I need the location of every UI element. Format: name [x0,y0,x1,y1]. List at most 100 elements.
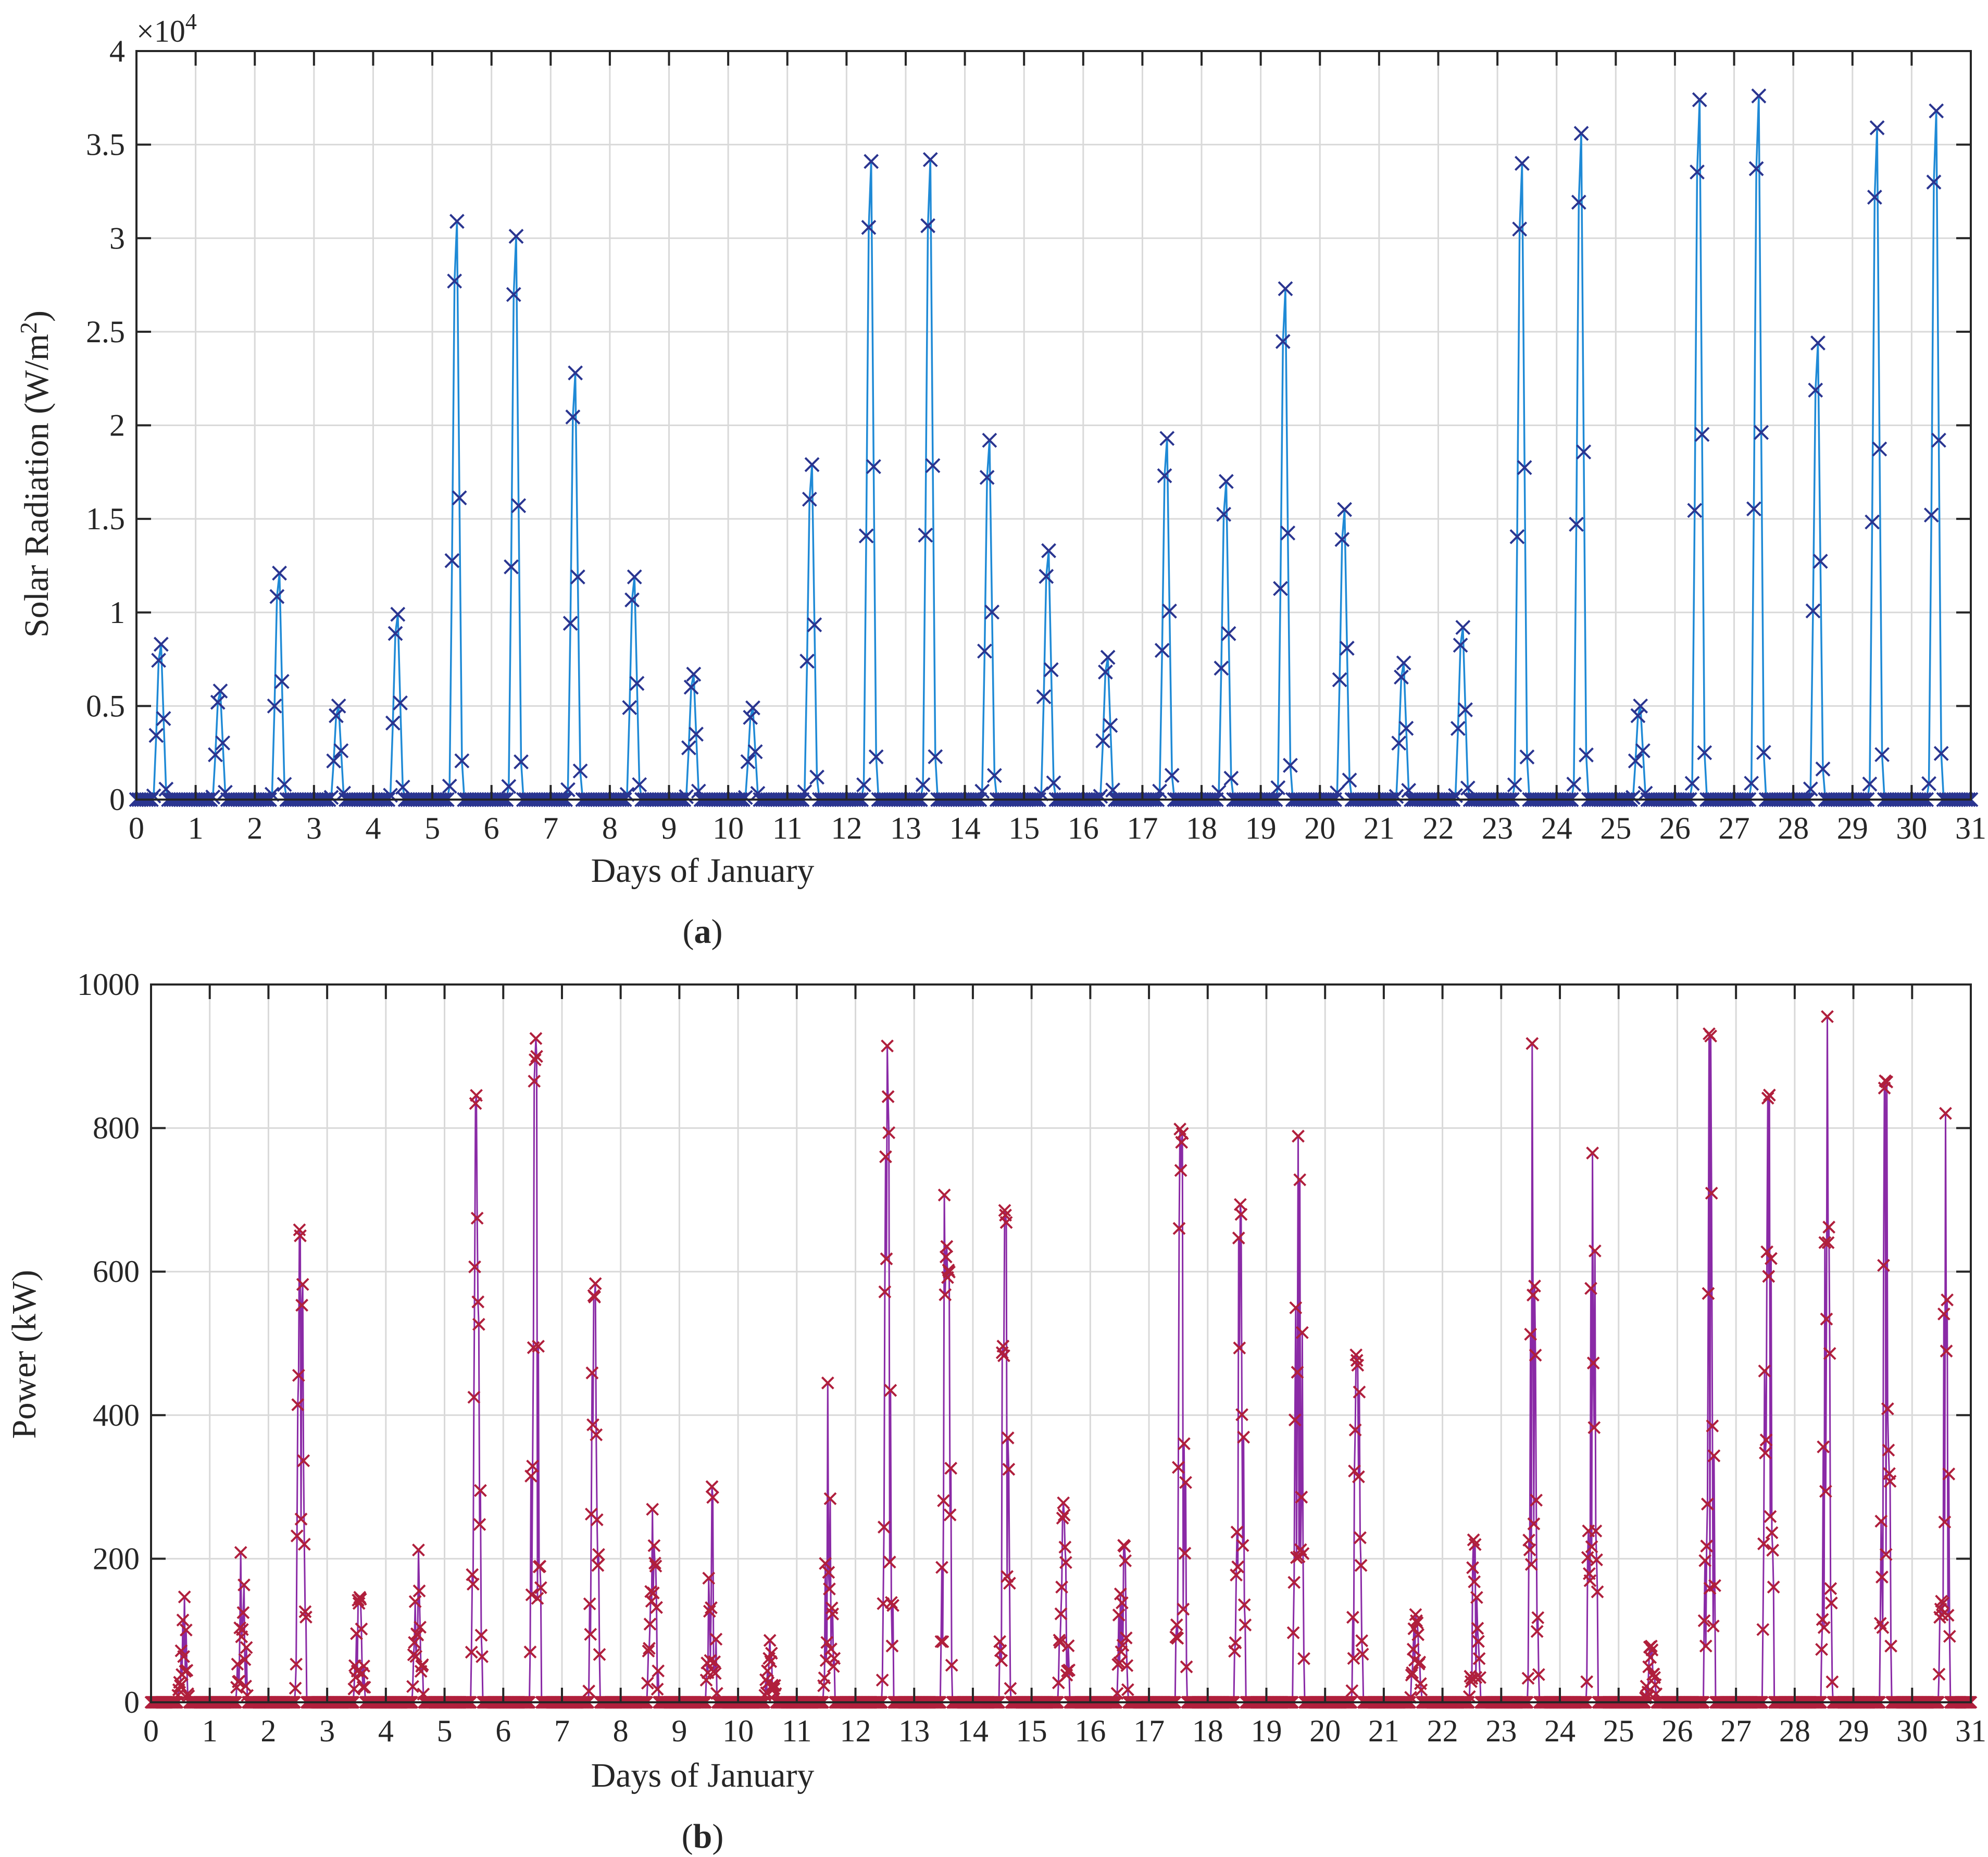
panel-a-data-point [506,286,521,302]
panel-a-data-point [1566,776,1582,792]
panel-a-data-point [1043,662,1059,678]
panel-b-data-point [231,1657,244,1671]
panel-a-data-point [918,527,933,543]
panel-b-x-tick-label: 3 [319,1714,335,1748]
panel-a-data-point [210,694,226,710]
panel-a-x-tick-label: 9 [661,811,677,845]
panel-a-y-tick-label: 2.5 [86,315,125,349]
panel-a-data-point [1746,501,1761,517]
panel-a-data-point [979,470,995,485]
panel-b-data-point [356,1680,370,1694]
panel-a-data-point [1812,554,1828,569]
panel-b-data-point [936,1635,949,1649]
panel-a-data-point [745,700,760,716]
panel-a-data-point [331,698,346,714]
panel-b-data-point [646,1586,660,1600]
panel-a-x-tick-label: 0 [129,811,144,845]
panel-b-data-point [939,1250,953,1264]
panel-b-data-point [886,1599,899,1612]
panel-a-data-point [454,753,470,769]
panel-a-data-point [804,457,820,472]
panel-b-data-point [705,1480,719,1493]
panel-b-data-point [297,1538,311,1551]
panel-b-data-point [708,1655,721,1668]
panel-a-data-point [982,432,997,448]
panel-b-x-tick-label: 23 [1485,1714,1517,1748]
panel-a-data-point [1862,776,1878,792]
panel-b-data-point [642,1644,655,1658]
panel-a-data-point [1332,672,1347,688]
panel-b-data-point [709,1632,723,1646]
panel-a-data-point [1041,543,1056,558]
panel-b-data-point [826,1607,840,1621]
panel-b-data-point [179,1623,193,1637]
panel-b-data-point [1119,1554,1132,1567]
panel-b-data-point [294,1229,307,1242]
panel-b-data-point [877,1521,891,1534]
panel-b-data-point [761,1664,774,1677]
panel-a-data-point [447,273,462,289]
panel-a-data-point [1754,425,1769,440]
panel-a-data-point [856,777,871,793]
panel-b-x-tick-label: 12 [840,1714,871,1748]
panel-a-data-point [1571,194,1586,210]
panel-a-data-point [205,789,221,805]
panel-b-data-point [414,1621,427,1634]
panel-b-data-point [1059,1556,1072,1569]
panel-b-data-point [232,1675,246,1688]
panel-a-data-point [866,459,881,475]
panel-a-data-point [1394,669,1409,685]
panel-b-data-point [763,1634,777,1647]
panel-b-data-point [529,1032,543,1045]
panel-a-data-point [743,709,758,725]
panel-a-data-point [1803,781,1818,797]
panel-a-data-point [986,768,1002,783]
panel-b-data-point [881,1090,895,1103]
panel-b-data-point [934,1635,948,1648]
panel-a-data-point [1154,643,1170,658]
panel-a-data-point [390,606,406,622]
panel-a-data-point [1334,532,1350,547]
panel-b-data-point [589,1277,602,1290]
panel-a-data-point [1872,441,1887,457]
panel-a-y-tick-label: 1 [109,595,125,630]
panel-a-data-point [1283,757,1298,773]
panel-a-data-point [1455,620,1471,635]
panel-b-data-point [526,1460,540,1473]
panel-b-data-point [177,1650,191,1663]
panel-a-data-point [1389,789,1404,804]
panel-a-data-point [974,783,990,799]
panel-a-grid [136,51,1971,800]
panel-a-data-point [679,789,694,804]
panel-b-data-point [294,1512,308,1526]
panel-b-x-tick-label: 9 [671,1714,687,1748]
panel-b-data-point [937,1188,951,1202]
panel-b-series [144,1010,1978,1709]
panel-a-data-point [1519,749,1535,765]
panel-b-data-point [945,1659,958,1672]
panel-b-x-tick-label: 28 [1779,1714,1810,1748]
panel-a-data-point [1515,156,1530,171]
panel-a-x-tick-label: 2 [247,811,262,845]
panel-b-data-point [998,1204,1011,1217]
panel-a-x-tick-label: 1 [188,811,204,845]
panel-b-data-point [471,1295,485,1308]
panel-a-data-point [1218,473,1234,489]
panel-a-data-point [922,152,938,167]
panel-b-data-point [416,1658,429,1672]
panel-a-data-point [208,747,223,763]
panel-a-data-point [1509,529,1525,544]
panel-a-data-point [274,674,290,689]
panel-b-x-tick-label: 30 [1896,1714,1928,1748]
panel-b-data-point [466,1577,480,1591]
panel-b-data-point [1115,1596,1129,1610]
panel-b-data-point [355,1622,368,1636]
panel-a-data-point [511,498,527,514]
panel-a-axis-exponent: ×104 [136,9,197,48]
panel-b-data-point [937,1494,950,1507]
panel-b-data-point [939,1288,952,1301]
panel-a-y-tick-label: 0 [109,782,125,817]
panel-b-data-point [592,1548,605,1561]
panel-b-data-point [1116,1639,1130,1652]
panel-a-x-tick-label: 5 [424,811,440,845]
